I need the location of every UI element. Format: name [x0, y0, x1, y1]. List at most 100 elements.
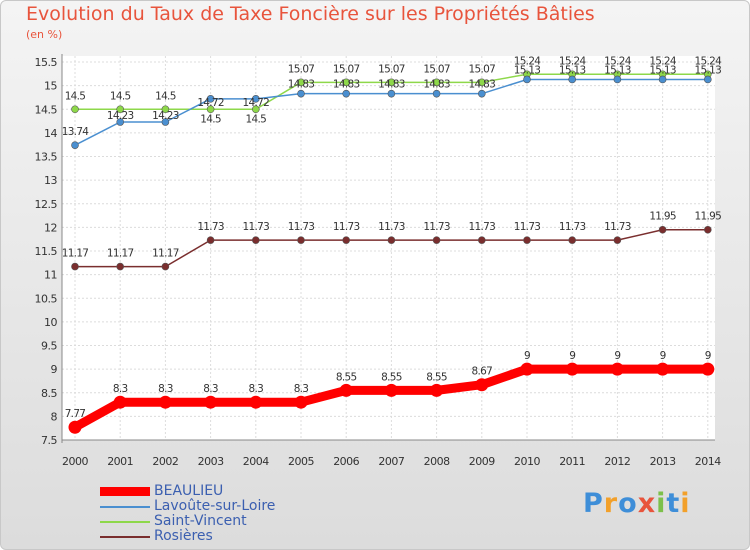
- data-point: [658, 225, 667, 234]
- y-tick-label: 8: [51, 410, 58, 423]
- data-point: [116, 105, 124, 114]
- data-label: 9: [705, 350, 711, 362]
- data-label: 8.67: [472, 366, 493, 378]
- legend-item-beaulieu[interactable]: BEAULIEU: [100, 484, 275, 499]
- data-label: 15.13: [559, 64, 586, 76]
- data-point: [387, 236, 396, 244]
- y-tick-label: 15: [44, 80, 57, 93]
- data-label: 15.13: [604, 64, 631, 76]
- data-point: [206, 95, 215, 103]
- x-tick-label: 2014: [695, 455, 721, 468]
- data-point: [206, 105, 215, 114]
- y-tick-label: 14.5: [35, 103, 58, 116]
- data-point: [297, 236, 305, 244]
- data-label: 11.73: [288, 221, 315, 233]
- data-label: 7.77: [65, 408, 86, 420]
- y-tick-label: 15.5: [35, 56, 58, 69]
- data-label: 14.5: [65, 90, 86, 102]
- y-tick-label: 7.5: [41, 434, 57, 447]
- data-point: [432, 78, 441, 87]
- legend-item-saint-vincent[interactable]: Saint-Vincent: [100, 514, 275, 529]
- data-label: 15.13: [695, 64, 722, 76]
- data-point: [252, 105, 260, 114]
- data-point: [342, 89, 351, 98]
- data-label: 15.07: [333, 63, 360, 75]
- y-tick-label: 12: [44, 221, 57, 234]
- data-point: [384, 383, 398, 397]
- legend-swatch-saint-vincent: [100, 520, 150, 523]
- data-point: [71, 105, 79, 114]
- legend-label: Lavoûte-sur-Loire: [154, 498, 276, 514]
- y-tick-label: 9: [51, 363, 58, 376]
- data-label: 14.83: [288, 79, 315, 91]
- data-point: [432, 236, 441, 244]
- data-label: 8.3: [113, 383, 128, 395]
- data-label: 15.24: [649, 55, 677, 67]
- data-point: [71, 262, 79, 271]
- data-label: 15.07: [288, 63, 315, 75]
- data-point: [158, 395, 172, 409]
- legend-item-rosieres[interactable]: Rosières: [100, 529, 275, 544]
- legend-swatch-beaulieu: [100, 487, 150, 496]
- data-point: [613, 236, 622, 244]
- data-label: 8.55: [336, 371, 357, 383]
- data-label: 14.83: [333, 79, 360, 91]
- data-label: 11.17: [107, 248, 134, 260]
- data-label: 8.55: [381, 371, 402, 383]
- y-tick-label: 9.5: [41, 340, 57, 353]
- data-point: [477, 78, 486, 87]
- y-tick-label: 11.5: [35, 245, 58, 258]
- data-point: [432, 89, 441, 98]
- data-label: 11.17: [62, 248, 89, 260]
- data-label: 8.3: [248, 383, 263, 395]
- y-tick-label: 11: [44, 269, 57, 282]
- unit-label: (en %): [26, 28, 63, 41]
- data-label: 14.5: [246, 113, 267, 125]
- x-tick-label: 2009: [469, 455, 495, 468]
- legend-label: Saint-Vincent: [154, 513, 247, 529]
- data-label: 15.07: [469, 63, 496, 75]
- data-label: 11.73: [378, 221, 405, 233]
- data-point: [610, 362, 624, 376]
- data-point: [387, 78, 396, 87]
- data-point: [656, 362, 670, 376]
- data-label: 15.13: [514, 64, 541, 76]
- data-label: 15.24: [604, 55, 632, 67]
- data-point: [204, 395, 218, 409]
- data-label: 14.23: [152, 110, 179, 122]
- y-tick-label: 12.5: [35, 198, 58, 211]
- data-label: 14.23: [107, 110, 134, 122]
- chart-title: Evolution du Taux de Taxe Foncière sur l…: [26, 3, 595, 25]
- data-point: [71, 141, 79, 149]
- data-point: [523, 75, 531, 84]
- data-label: 11.73: [197, 221, 224, 233]
- data-label: 14.83: [378, 79, 405, 91]
- data-point: [294, 395, 308, 409]
- data-label: 11.95: [695, 211, 722, 223]
- data-point: [161, 118, 170, 126]
- data-point: [297, 89, 305, 98]
- data-label: 14.5: [200, 113, 221, 125]
- data-label: 15.07: [378, 63, 405, 75]
- x-tick-label: 2005: [288, 455, 314, 468]
- legend-swatch-rosieres: [100, 535, 150, 538]
- data-point: [249, 395, 263, 409]
- x-tick-label: 2000: [62, 455, 88, 468]
- y-tick-label: 13: [44, 174, 57, 187]
- data-point: [568, 75, 577, 84]
- data-label: 9: [524, 350, 530, 362]
- data-label: 15.24: [559, 55, 587, 67]
- data-point: [477, 89, 486, 98]
- data-point: [568, 236, 577, 244]
- data-point: [477, 236, 486, 244]
- legend-item-lavoute[interactable]: Lavoûte-sur-Loire: [100, 499, 275, 514]
- data-label: 14.83: [469, 79, 496, 91]
- legend: BEAULIEU Lavoûte-sur-Loire Saint-Vincent…: [100, 484, 275, 544]
- data-point: [475, 378, 489, 392]
- data-point: [703, 225, 712, 234]
- data-label: 13.74: [62, 126, 90, 138]
- data-label: 11.73: [559, 221, 586, 233]
- data-label: 15.07: [423, 63, 450, 75]
- data-label: 9: [660, 350, 666, 362]
- data-label: 14.72: [197, 97, 224, 109]
